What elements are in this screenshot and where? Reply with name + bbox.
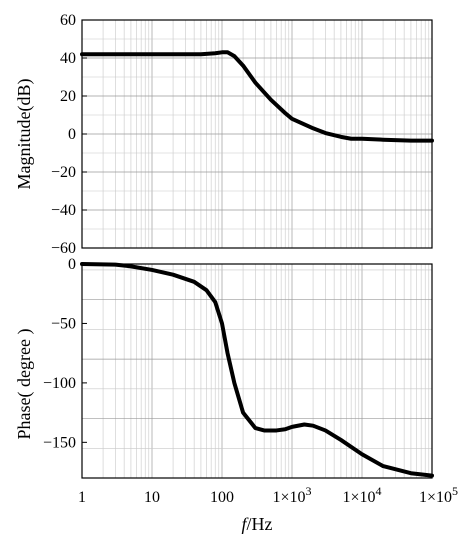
- x-tick-label: 1×103: [272, 484, 311, 506]
- x-axis-label-unit: /Hz: [247, 514, 273, 534]
- x-axis-label: f/Hz: [241, 514, 272, 534]
- x-tick-base: 1×10: [419, 489, 452, 506]
- magnitude-grid: [82, 20, 432, 248]
- x-tick-label: 1×104: [342, 484, 381, 506]
- x-axis-label-variable: f: [241, 514, 249, 534]
- x-tick-exponent: 5: [452, 484, 458, 498]
- magnitude-y-tick-label: −40: [51, 202, 76, 219]
- magnitude-y-tick-label: −60: [51, 240, 76, 257]
- magnitude-y-tick-labels: 60 40 20 0 −20 −40 −60: [51, 12, 87, 257]
- magnitude-y-tick-label: 40: [60, 50, 76, 67]
- phase-series-line: [80, 262, 434, 478]
- magnitude-y-tick-label: 20: [60, 88, 76, 105]
- phase-plot-frame: [81, 263, 433, 479]
- phase-grid: [82, 264, 432, 478]
- x-tick-labels: 1 10 100 1×103 1×104 1×105: [78, 484, 458, 506]
- phase-y-tick-label: −100: [43, 375, 76, 392]
- x-tick-base: 1×10: [272, 489, 305, 506]
- x-tick-label: 1×105: [419, 484, 458, 506]
- x-tick-label: 1: [78, 489, 86, 506]
- x-tick-label: 100: [210, 489, 234, 506]
- magnitude-y-tick-label: 0: [68, 126, 76, 143]
- magnitude-panel: 60 40 20 0 −20 −40 −60 Magnitude(dB): [14, 12, 434, 257]
- x-tick-exponent: 4: [376, 484, 382, 498]
- phase-y-tick-label: 0: [68, 256, 76, 273]
- phase-y-tick-labels: 0 −50 −100 −150: [43, 256, 87, 451]
- x-tick-base: 1×10: [342, 489, 375, 506]
- phase-y-axis-label: Phase( degree ): [14, 329, 35, 440]
- magnitude-y-tick-label: 60: [60, 12, 76, 29]
- phase-y-tick-label: −50: [51, 315, 76, 332]
- magnitude-series-line: [80, 50, 434, 143]
- x-tick-exponent: 3: [306, 484, 312, 498]
- magnitude-y-axis-label: Magnitude(dB): [14, 79, 35, 190]
- phase-panel: 0−50−100−150 Phase( degree ) 1 10 100 1×103…: [14, 256, 458, 534]
- x-tick-label: 10: [144, 489, 160, 506]
- magnitude-y-tick-label: −20: [51, 164, 76, 181]
- phase-y-tick-label: −150: [43, 434, 76, 451]
